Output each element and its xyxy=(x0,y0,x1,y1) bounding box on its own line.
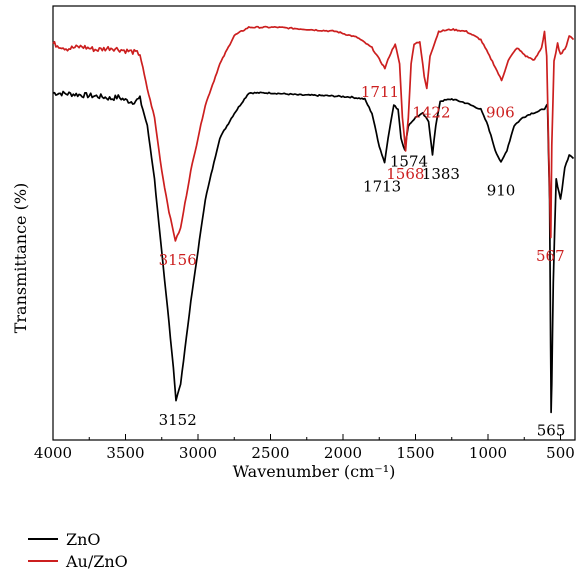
legend-label-zno: ZnO xyxy=(66,529,101,549)
x-axis-ticks: 4000 3500 3000 2500 2000 1500 1000 500 xyxy=(34,434,575,462)
legend-item-au-zno: Au/ZnO xyxy=(28,550,128,572)
series-line-au-zno xyxy=(52,25,575,242)
peak-annotation: 1568 xyxy=(386,165,424,183)
peak-annotation: 1711 xyxy=(361,83,399,101)
x-tick-label: 3500 xyxy=(106,444,144,462)
peak-annotation: 1422 xyxy=(412,104,450,122)
y-axis-title: Transmittance (%) xyxy=(11,183,30,334)
peak-annotation: 567 xyxy=(536,247,565,265)
plot-frame xyxy=(52,5,576,441)
x-tick-label: 3000 xyxy=(179,444,217,462)
series-group xyxy=(52,25,575,414)
legend-swatch-zno xyxy=(28,538,58,540)
peak-annotation: 565 xyxy=(537,421,566,439)
legend-item-zno: ZnO xyxy=(28,528,128,550)
legend-swatch-au-zno xyxy=(28,560,58,562)
x-tick-label: 1500 xyxy=(396,444,434,462)
legend: ZnO Au/ZnO xyxy=(28,528,128,572)
x-tick-label: 2500 xyxy=(251,444,289,462)
series-line-zno xyxy=(52,90,575,414)
peak-annotation: 906 xyxy=(486,104,515,122)
x-axis-title: Wavenumber (cm⁻¹) xyxy=(233,462,396,481)
x-tick-label: 4000 xyxy=(34,444,72,462)
peak-annotation: 1383 xyxy=(422,165,460,183)
peak-annotation: 3156 xyxy=(159,251,197,269)
x-tick-label: 2000 xyxy=(324,444,362,462)
legend-label-au-zno: Au/ZnO xyxy=(66,551,128,571)
x-tick-label: 1000 xyxy=(469,444,507,462)
peak-annotation: 3152 xyxy=(159,411,197,429)
peak-annotation: 910 xyxy=(487,181,516,199)
peak-annotation: 1713 xyxy=(363,177,401,195)
peak-annotation: 1574 xyxy=(390,153,428,171)
x-tick-label: 500 xyxy=(546,444,575,462)
